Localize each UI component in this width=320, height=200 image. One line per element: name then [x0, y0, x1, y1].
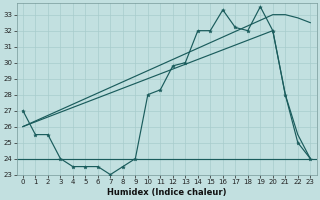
X-axis label: Humidex (Indice chaleur): Humidex (Indice chaleur): [107, 188, 226, 197]
